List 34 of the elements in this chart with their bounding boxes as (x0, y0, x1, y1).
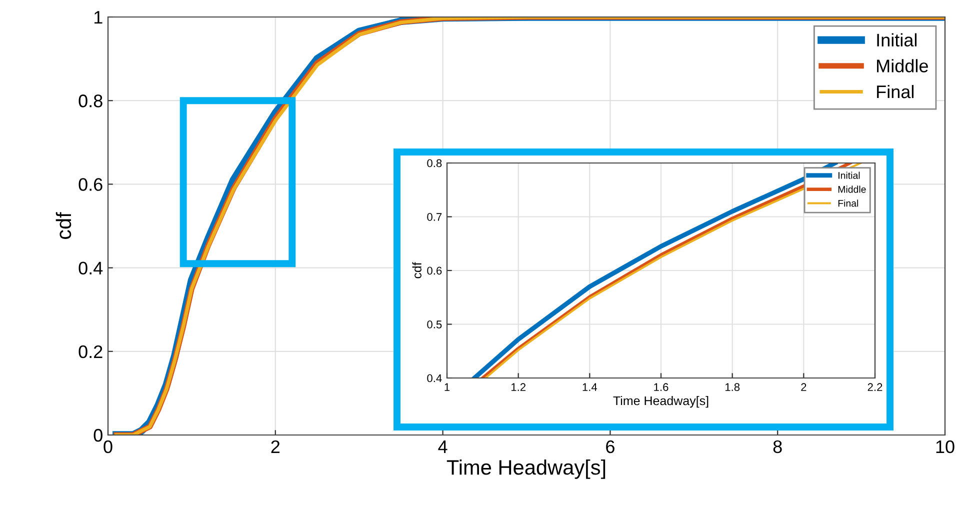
x-axis-title: Time Headway[s] (613, 396, 708, 408)
legend-label: Final (838, 200, 858, 207)
x-tick-label: 0 (104, 440, 112, 454)
legend-label: Initial (838, 172, 860, 179)
legend-label: Final (877, 84, 914, 98)
y-tick-label: 0.2 (78, 345, 102, 358)
y-axis-title: cdf (412, 262, 422, 278)
x-axis-title: Time Headway[s] (446, 459, 606, 479)
x-tick-label: 2.2 (868, 383, 882, 391)
x-tick-label: 2 (271, 440, 280, 453)
y-tick-label: 0.7 (427, 213, 442, 221)
y-axis-title: cdf (56, 212, 72, 240)
y-tick-label: 0.6 (78, 178, 102, 191)
y-tick-label: 1 (94, 11, 102, 24)
x-tick-label: 4 (438, 440, 448, 453)
legend-label: Middle (838, 186, 866, 193)
x-tick-label: 2 (801, 383, 806, 391)
x-tick-label: 1.4 (582, 383, 598, 391)
x-tick-label: 6 (606, 440, 614, 454)
y-tick-label: 0.8 (427, 159, 442, 168)
x-tick-label: 10 (936, 440, 954, 454)
y-tick-label: 0.8 (78, 94, 102, 108)
legend-label: Middle (877, 59, 928, 72)
x-tick-label: 1 (444, 383, 450, 391)
legend-label: Initial (877, 33, 917, 47)
y-tick-label: 0 (94, 428, 102, 442)
y-tick-label: 0.6 (427, 266, 442, 275)
x-tick-label: 8 (773, 440, 782, 454)
y-tick-label: 0.4 (78, 262, 103, 275)
y-tick-label: 0.4 (427, 374, 442, 382)
x-tick-label: 1.8 (725, 383, 740, 392)
x-tick-label: 1.6 (654, 383, 668, 392)
x-tick-label: 1.2 (511, 383, 526, 391)
y-tick-label: 0.5 (427, 320, 442, 328)
